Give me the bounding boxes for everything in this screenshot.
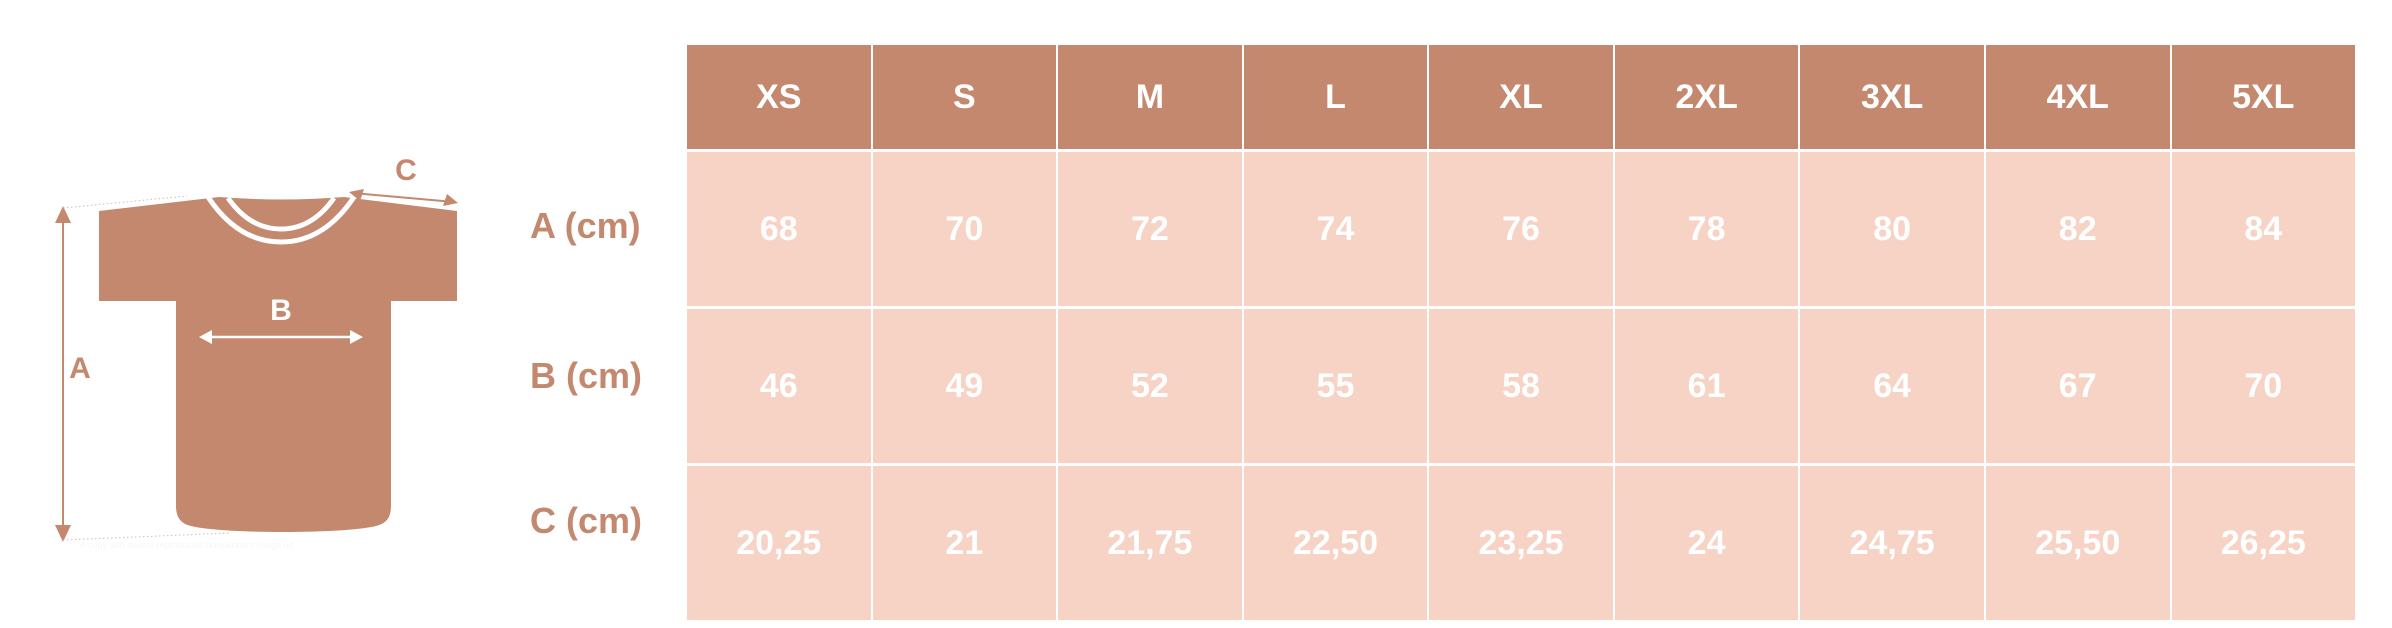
svg-text:C: C [395, 154, 417, 187]
svg-text:A: A [69, 352, 91, 385]
svg-text:B: B [270, 294, 292, 327]
svg-text:A copy and source reproduced i: A copy and source reproduced independent… [80, 540, 294, 550]
